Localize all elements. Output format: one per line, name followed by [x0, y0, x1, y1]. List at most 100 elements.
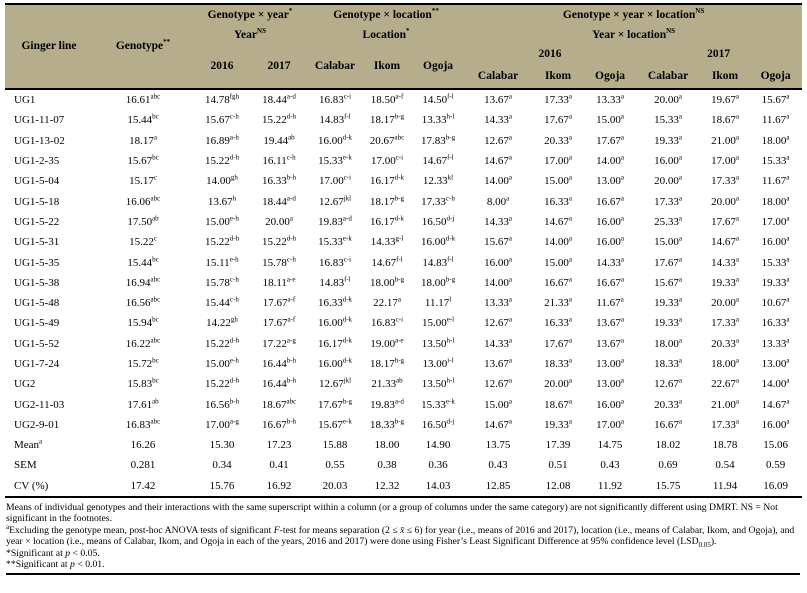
summary-value-cell: 0.51	[548, 459, 568, 472]
superscript: a	[678, 214, 682, 223]
superscript: ab	[396, 376, 403, 385]
superscript: a	[678, 356, 682, 365]
value-cell: 15.78c-h	[262, 254, 296, 269]
value-cell: 16.00a	[654, 153, 682, 168]
superscript: b-g	[445, 133, 456, 142]
ginger-line-label: UG2	[14, 378, 36, 391]
value-cell: 17.61ab	[127, 396, 159, 411]
superscript: a	[568, 173, 572, 182]
superscript: a	[508, 275, 512, 284]
superscript: abc	[150, 417, 161, 426]
value-cell: 19.83a-d	[370, 396, 404, 411]
value-cell: 14.83f-l	[319, 112, 351, 127]
col-header-2017-ikom: Ikom	[701, 64, 750, 89]
value-cell: 11.17l	[424, 295, 452, 310]
superscript: a	[508, 417, 512, 426]
footnote: Means of individual genotypes and their …	[6, 501, 778, 525]
footnote: **Significant at p < 0.01.	[6, 558, 105, 570]
value-cell: 13.33a	[596, 92, 624, 107]
superscript: a	[568, 112, 572, 121]
value-cell: 15.22d-h	[204, 153, 240, 168]
table-body: UG1 16.61abc 14.78fgh 18.44a-d 16.83c-i 18.50…	[5, 89, 802, 497]
value-cell: 18.00b-g	[420, 275, 456, 289]
value-cell: 14.00a	[596, 153, 624, 168]
value-cell: 18.00a	[761, 133, 790, 147]
superscript: a	[786, 173, 790, 182]
value-cell: 17.00c-i	[370, 153, 404, 168]
group-header-genotype-year: Genotype × year*	[193, 4, 308, 26]
table-row: UG1-5-18 16.06abc 13.67h 18.44a-d 12.67jkl 18…	[5, 191, 802, 211]
superscript: a-h	[229, 133, 239, 142]
value-cell: 16.50d-j	[421, 417, 455, 431]
summary-row: Meana 16.26 15.30 17.23 15.88 18.00 14.90 13.75…	[5, 435, 802, 455]
value-cell: 19.33a	[654, 295, 682, 310]
summary-value-cell: 0.43	[600, 459, 620, 472]
superscript: d-k	[342, 295, 353, 304]
value-cell: 15.22d-h	[261, 234, 297, 249]
superscript: a	[508, 153, 512, 162]
value-cell: 13.67a	[596, 315, 624, 330]
superscript: a	[678, 315, 682, 324]
summary-value-cell: 15.30	[209, 439, 235, 452]
superscript: a	[735, 133, 739, 142]
value-cell: 15.22d-h	[204, 336, 240, 350]
value-cell: 18.17b-g	[369, 356, 405, 370]
superscript: a	[508, 112, 512, 121]
superscript: abc	[150, 275, 161, 284]
superscript: bc	[152, 153, 159, 162]
superscript: a	[568, 214, 572, 223]
superscript: a	[786, 92, 790, 101]
superscript: f-l	[447, 254, 454, 263]
value-cell: 15.67bc	[127, 153, 159, 168]
superscript: a	[678, 92, 682, 101]
superscript: abc	[150, 336, 161, 345]
value-cell: 15.00a	[596, 112, 624, 127]
summary-value-cell: 17.42	[130, 479, 156, 492]
ginger-line-label: UG1-5-04	[14, 175, 60, 188]
value-cell: 15.00e-l	[421, 315, 455, 330]
value-cell: 19.83a-d	[318, 214, 352, 228]
value-cell: 15.33a	[654, 112, 682, 127]
superscript: a	[786, 153, 790, 162]
superscript: d-h	[229, 336, 240, 345]
superscript: kl	[447, 173, 454, 182]
ginger-line-label: UG1-2-35	[14, 155, 60, 168]
superscript: a	[620, 92, 624, 101]
value-cell: 15.33a	[761, 153, 790, 168]
summary-value-cell: 0.34	[212, 459, 232, 472]
value-cell: 16.94abc	[125, 275, 161, 289]
superscript: a	[786, 356, 790, 365]
superscript: h-l	[446, 112, 455, 121]
superscript: a	[508, 336, 512, 345]
value-cell: 14.00a	[544, 234, 572, 249]
superscript: a	[786, 315, 790, 324]
value-cell: 14.33g-l	[370, 234, 404, 249]
value-cell: 20.00a	[265, 214, 293, 228]
value-cell: 13.67a	[484, 92, 512, 107]
value-cell: 12.67a	[654, 376, 682, 391]
value-cell: 17.67b-g	[317, 396, 353, 411]
value-cell: 14.00a	[484, 173, 512, 188]
col-header-year-2016: 2016	[193, 45, 251, 89]
value-cell: 15.00e-h	[205, 214, 239, 228]
value-cell: 15.78c-h	[205, 275, 239, 289]
superscript: a	[508, 173, 512, 182]
value-cell: 15.33e-k	[318, 153, 352, 168]
value-cell: 15.33e-k	[421, 396, 455, 411]
value-cell: 12.67a	[484, 133, 512, 147]
value-cell: 16.83c-i	[318, 254, 352, 269]
summary-value-cell: 16.09	[763, 479, 788, 492]
value-cell: 17.00c-i	[318, 173, 352, 188]
value-cell: 15.00a	[544, 254, 572, 269]
value-cell: 16.00a	[761, 234, 790, 249]
ginger-line-label: UG1-5-52	[14, 337, 60, 350]
value-cell: 16.06abc	[125, 193, 161, 208]
superscript: h-l	[446, 376, 455, 385]
value-cell: 16.00a	[596, 234, 624, 249]
superscript: fgh	[229, 92, 240, 101]
superscript: a	[735, 376, 739, 385]
superscript: c-i	[395, 315, 404, 324]
superscript: a	[678, 112, 682, 121]
value-cell: 13.00a	[596, 356, 624, 370]
superscript: a	[508, 376, 512, 385]
